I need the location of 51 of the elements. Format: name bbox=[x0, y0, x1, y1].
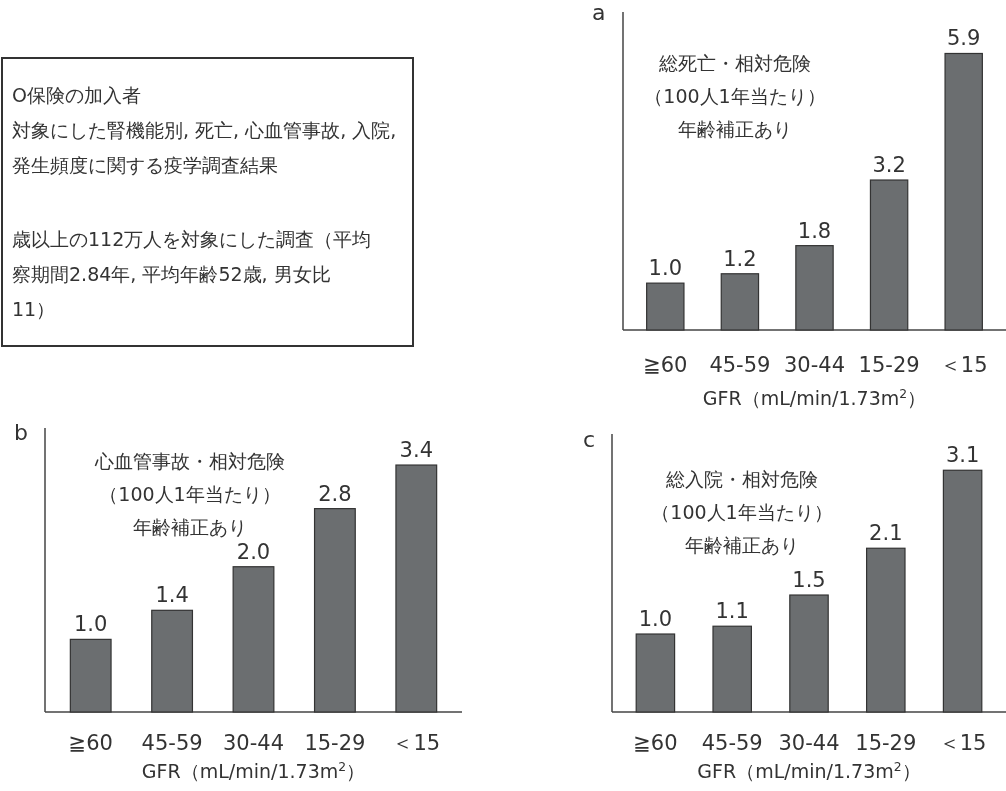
x-tick-label: 30-44 bbox=[784, 353, 845, 377]
x-tick-label: ＜15 bbox=[938, 731, 987, 755]
x-tick-label: ＜15 bbox=[939, 353, 988, 377]
annotation: 総入院・相対危険 bbox=[666, 468, 818, 490]
data-label: 1.4 bbox=[155, 583, 189, 608]
data-label: 5.9 bbox=[947, 26, 981, 51]
annotation: 年齢補正あり bbox=[685, 534, 799, 556]
data-label: 2.0 bbox=[236, 539, 271, 564]
annotation: 年齢補正あり bbox=[133, 516, 247, 538]
data-label: 3.1 bbox=[945, 443, 980, 468]
annotation: 対象にした腎機能別, 死亡, 心血管事故, 入院, bbox=[12, 119, 397, 141]
annotation: 心血管事故・相対危険 bbox=[95, 450, 285, 472]
x-tick-label: ＜15 bbox=[392, 731, 441, 755]
annotation: 総死亡・相対危険 bbox=[659, 52, 811, 74]
annotation: 歳以上の112万人を対象にした調査（平均 bbox=[12, 227, 372, 250]
data-label: 1.8 bbox=[797, 218, 832, 243]
annotation: （100人1年当たり） bbox=[99, 483, 281, 505]
x-tick-label: 45-59 bbox=[709, 353, 771, 377]
data-label: 1.0 bbox=[638, 607, 673, 631]
annotation: 発生頻度に関する疫学調査結果 bbox=[12, 154, 278, 176]
annotation: 年齢補正あり bbox=[678, 118, 792, 140]
x-tick-label: ≧60 bbox=[643, 353, 688, 377]
x-tick-label: 45-59 bbox=[701, 731, 763, 755]
data-label: 1.5 bbox=[792, 568, 826, 593]
x-label: GFR（mL/min/1.73m$^{2}$） bbox=[697, 760, 921, 782]
annotation: （100人1年当たり） bbox=[651, 501, 833, 523]
x-tick-label: 15-29 bbox=[304, 731, 366, 755]
data-label: 3.2 bbox=[872, 153, 906, 177]
data-label: 2.1 bbox=[869, 521, 903, 546]
x-tick-label: 15-29 bbox=[858, 353, 920, 377]
x-tick-label: 45-59 bbox=[141, 731, 203, 755]
x-tick-label: ≧60 bbox=[633, 731, 678, 755]
annotation: 11） bbox=[12, 297, 56, 320]
annotation: O保険の加入者 bbox=[12, 84, 141, 106]
data-label: 1.2 bbox=[723, 246, 757, 271]
annotation: （100人1年当たり） bbox=[644, 85, 826, 107]
data-label: 3.4 bbox=[399, 438, 433, 463]
title: c bbox=[583, 427, 596, 452]
title: a bbox=[592, 0, 606, 25]
title: b bbox=[14, 420, 28, 445]
x-tick-label: 30-44 bbox=[223, 731, 284, 755]
data-label: 1.0 bbox=[74, 612, 108, 637]
data-label: 1.0 bbox=[648, 256, 682, 281]
x-tick-label: 30-44 bbox=[778, 731, 840, 755]
x-tick-label: 15-29 bbox=[855, 731, 917, 755]
annotation: 察期間2.84年, 平均年齢52歳, 男女比 bbox=[12, 262, 331, 285]
x-tick-label: ≧60 bbox=[68, 731, 113, 755]
x-label: GFR（mL/min/1.73m$^{2}$） bbox=[702, 387, 927, 409]
data-label: 1.1 bbox=[715, 599, 749, 624]
data-label: 2.8 bbox=[318, 481, 352, 506]
x-label: GFR（mL/min/1.73m$^{2}$） bbox=[141, 760, 366, 782]
